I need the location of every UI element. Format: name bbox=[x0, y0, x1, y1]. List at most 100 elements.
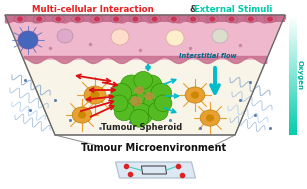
Ellipse shape bbox=[185, 87, 205, 103]
Ellipse shape bbox=[148, 102, 168, 121]
Bar bbox=[289, 94, 297, 97]
Ellipse shape bbox=[123, 81, 159, 115]
Bar bbox=[289, 101, 297, 104]
Bar bbox=[289, 68, 297, 70]
Bar bbox=[289, 133, 297, 135]
Bar bbox=[289, 75, 297, 77]
Ellipse shape bbox=[200, 110, 220, 126]
Ellipse shape bbox=[56, 16, 61, 22]
Bar bbox=[289, 32, 297, 34]
Ellipse shape bbox=[36, 16, 42, 22]
Bar bbox=[289, 87, 297, 89]
Bar bbox=[289, 65, 297, 68]
Text: Tumour Spheroid: Tumour Spheroid bbox=[101, 123, 182, 132]
Bar bbox=[289, 109, 297, 111]
Bar bbox=[289, 49, 297, 51]
Text: Tumour Microenvironment: Tumour Microenvironment bbox=[81, 143, 226, 153]
Bar bbox=[289, 63, 297, 65]
Bar bbox=[289, 73, 297, 75]
Ellipse shape bbox=[187, 15, 199, 23]
Bar bbox=[289, 118, 297, 121]
Ellipse shape bbox=[149, 15, 161, 23]
Polygon shape bbox=[5, 15, 285, 135]
Polygon shape bbox=[5, 15, 285, 60]
Bar bbox=[289, 92, 297, 94]
Ellipse shape bbox=[72, 15, 84, 23]
Bar bbox=[289, 61, 297, 63]
Text: External Stimuli: External Stimuli bbox=[194, 5, 272, 13]
Ellipse shape bbox=[116, 91, 139, 113]
Bar bbox=[289, 77, 297, 80]
Text: &: & bbox=[187, 5, 200, 13]
Ellipse shape bbox=[113, 16, 119, 22]
Ellipse shape bbox=[72, 107, 92, 123]
Ellipse shape bbox=[91, 15, 103, 23]
Ellipse shape bbox=[14, 15, 26, 23]
Ellipse shape bbox=[140, 75, 162, 96]
Bar bbox=[289, 29, 297, 32]
Bar bbox=[289, 20, 297, 22]
Text: Multi-cellular Interaction: Multi-cellular Interaction bbox=[32, 5, 154, 13]
Bar bbox=[289, 104, 297, 106]
Bar bbox=[289, 111, 297, 113]
Ellipse shape bbox=[166, 30, 184, 46]
Bar bbox=[289, 130, 297, 133]
Ellipse shape bbox=[206, 114, 214, 122]
Ellipse shape bbox=[110, 15, 122, 23]
Ellipse shape bbox=[144, 92, 154, 100]
Ellipse shape bbox=[209, 16, 215, 22]
Ellipse shape bbox=[18, 31, 38, 49]
Bar bbox=[289, 17, 297, 20]
Ellipse shape bbox=[130, 96, 142, 106]
Bar bbox=[289, 89, 297, 92]
Ellipse shape bbox=[130, 109, 149, 127]
Bar bbox=[289, 56, 297, 58]
Bar bbox=[289, 27, 297, 29]
Bar bbox=[289, 39, 297, 41]
Ellipse shape bbox=[134, 71, 153, 89]
Ellipse shape bbox=[144, 91, 167, 113]
Bar bbox=[289, 46, 297, 49]
Ellipse shape bbox=[191, 91, 199, 99]
Ellipse shape bbox=[52, 15, 64, 23]
Ellipse shape bbox=[132, 16, 138, 22]
Polygon shape bbox=[5, 15, 285, 22]
Ellipse shape bbox=[111, 95, 128, 112]
Bar bbox=[289, 80, 297, 82]
Bar bbox=[289, 121, 297, 123]
Ellipse shape bbox=[94, 16, 100, 22]
Text: Interstitial flow: Interstitial flow bbox=[179, 53, 237, 59]
Ellipse shape bbox=[120, 75, 142, 96]
Ellipse shape bbox=[212, 29, 228, 43]
Ellipse shape bbox=[134, 86, 144, 94]
Ellipse shape bbox=[226, 15, 238, 23]
Ellipse shape bbox=[111, 29, 129, 45]
Ellipse shape bbox=[75, 16, 81, 22]
Ellipse shape bbox=[190, 16, 196, 22]
Ellipse shape bbox=[114, 102, 134, 121]
Ellipse shape bbox=[267, 16, 273, 22]
Ellipse shape bbox=[171, 16, 177, 22]
Bar bbox=[289, 25, 297, 27]
Bar bbox=[289, 22, 297, 25]
Ellipse shape bbox=[206, 15, 218, 23]
Ellipse shape bbox=[33, 15, 45, 23]
Ellipse shape bbox=[129, 15, 142, 23]
Bar bbox=[289, 128, 297, 130]
Bar bbox=[289, 44, 297, 46]
Ellipse shape bbox=[154, 95, 172, 112]
Bar bbox=[289, 58, 297, 61]
Ellipse shape bbox=[248, 16, 254, 22]
Bar bbox=[289, 125, 297, 128]
Ellipse shape bbox=[152, 16, 157, 22]
Bar bbox=[289, 41, 297, 44]
Bar bbox=[289, 85, 297, 87]
Bar bbox=[289, 53, 297, 56]
Ellipse shape bbox=[264, 15, 276, 23]
Ellipse shape bbox=[78, 111, 86, 119]
Bar bbox=[289, 97, 297, 99]
Bar bbox=[289, 106, 297, 109]
Ellipse shape bbox=[168, 15, 180, 23]
Ellipse shape bbox=[17, 16, 23, 22]
Ellipse shape bbox=[245, 15, 257, 23]
